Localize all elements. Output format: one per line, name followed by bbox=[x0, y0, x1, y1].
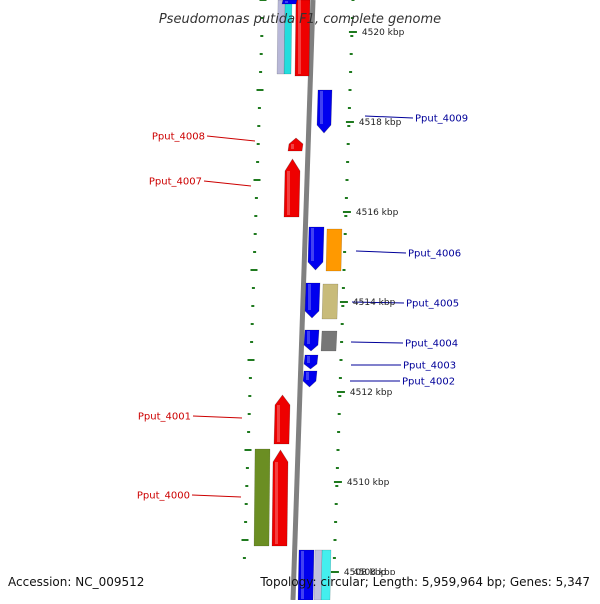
gene-highlight bbox=[320, 91, 323, 124]
scale-tick-label: 4514 kbp bbox=[353, 298, 396, 308]
gene-callout-line bbox=[351, 301, 405, 304]
scale-labels: 4520 kbp 4518 kbp 4516 kbp 4514 kbp 4512 kbp… bbox=[330, 28, 405, 578]
gene-highlight bbox=[306, 372, 309, 380]
accession-text: Accession: NC_009512 bbox=[8, 575, 144, 589]
gene-callout-line bbox=[350, 341, 404, 344]
gene-label-pput_4002[interactable]: Pput_4002 bbox=[402, 377, 455, 388]
gene-arrow-pput_4009 bbox=[316, 89, 333, 134]
gene-highlight bbox=[298, 0, 301, 74]
gene-callout-line bbox=[355, 250, 407, 254]
scale-tick-label: 4518 kbp bbox=[359, 118, 402, 128]
gene-callout-line bbox=[364, 115, 414, 119]
track-gray bbox=[320, 330, 338, 352]
gene-highlight bbox=[307, 356, 310, 363]
gene-callout-line bbox=[206, 135, 256, 142]
gene-label-pput_4001[interactable]: Pput_4001 bbox=[138, 412, 191, 423]
gene-arrows bbox=[271, 0, 333, 601]
gene-highlight bbox=[275, 462, 278, 544]
gene-label-pput_4000[interactable]: Pput_4000 bbox=[137, 491, 190, 502]
track-olive bbox=[253, 448, 271, 547]
gene-label-pput_4006[interactable]: Pput_4006 bbox=[408, 249, 461, 260]
gene-arrow-pput_4006 bbox=[307, 226, 325, 271]
map-title: Pseudomonas putida F1, complete genome bbox=[159, 12, 441, 27]
gene-arrow-top-forward-gene bbox=[294, 0, 311, 77]
gene-arrow-pput_4005 bbox=[304, 282, 321, 319]
feature-tracks bbox=[253, 0, 343, 601]
gene-highlight bbox=[287, 171, 290, 215]
gene-label-pput_4008[interactable]: Pput_4008 bbox=[152, 132, 205, 143]
gene-callouts: Pput_4009 Pput_4008 Pput_4007 Pput_4006 Pput… bbox=[137, 114, 468, 502]
scale-tick-label: 4508 kbp bbox=[353, 568, 396, 578]
gene-arrow-pput_4007 bbox=[283, 158, 301, 218]
gene-arrow-top-reverse-gene bbox=[281, 0, 298, 5]
gene-callout-line bbox=[203, 180, 252, 187]
gene-arrow-pput_4003 bbox=[303, 354, 319, 370]
track-lavender-top bbox=[276, 0, 286, 75]
gene-highlight bbox=[308, 284, 311, 310]
outer-tick-ring bbox=[332, 0, 355, 559]
genome-backbone bbox=[290, 0, 316, 601]
gene-highlight bbox=[285, 1, 288, 3]
gene-callout-line bbox=[191, 494, 242, 498]
gene-highlight bbox=[307, 331, 310, 344]
scale-tick-label: 4512 kbp bbox=[350, 388, 393, 398]
scale-tick-label: 4508 kbp bbox=[344, 568, 387, 578]
gene-label-pput_4004[interactable]: Pput_4004 bbox=[405, 339, 458, 350]
gene-arrow-pput_4000 bbox=[271, 449, 289, 547]
track-cyan-top bbox=[283, 0, 293, 75]
gene-callout-line bbox=[192, 415, 243, 419]
gene-label-pput_4005[interactable]: Pput_4005 bbox=[406, 299, 459, 310]
gene-arrow-pput_4002 bbox=[302, 370, 318, 388]
gene-highlight bbox=[277, 405, 280, 442]
gene-arrow-pput_4004 bbox=[303, 329, 320, 352]
gene-highlight bbox=[291, 144, 294, 149]
gene-arrow-pput_4008 bbox=[287, 137, 304, 152]
gene-highlight bbox=[301, 551, 304, 599]
inner-tick-ring bbox=[241, 0, 267, 559]
track-khaki bbox=[321, 283, 339, 320]
gene-arrow-pput_4001 bbox=[273, 394, 291, 445]
track-orange bbox=[325, 228, 343, 272]
gene-label-pput_4007[interactable]: Pput_4007 bbox=[149, 177, 202, 188]
scale-tick-label: 4516 kbp bbox=[356, 208, 399, 218]
gene-label-pput_4003[interactable]: Pput_4003 bbox=[403, 361, 456, 372]
gene-highlight bbox=[311, 228, 314, 261]
scale-tick-label: 4520 kbp bbox=[362, 28, 405, 38]
scale-tick-label: 4510 kbp bbox=[347, 478, 390, 488]
genome-summary-text: Topology: circular; Length: 5,959,964 bp… bbox=[259, 575, 590, 589]
gene-label-pput_4009[interactable]: Pput_4009 bbox=[415, 114, 468, 125]
